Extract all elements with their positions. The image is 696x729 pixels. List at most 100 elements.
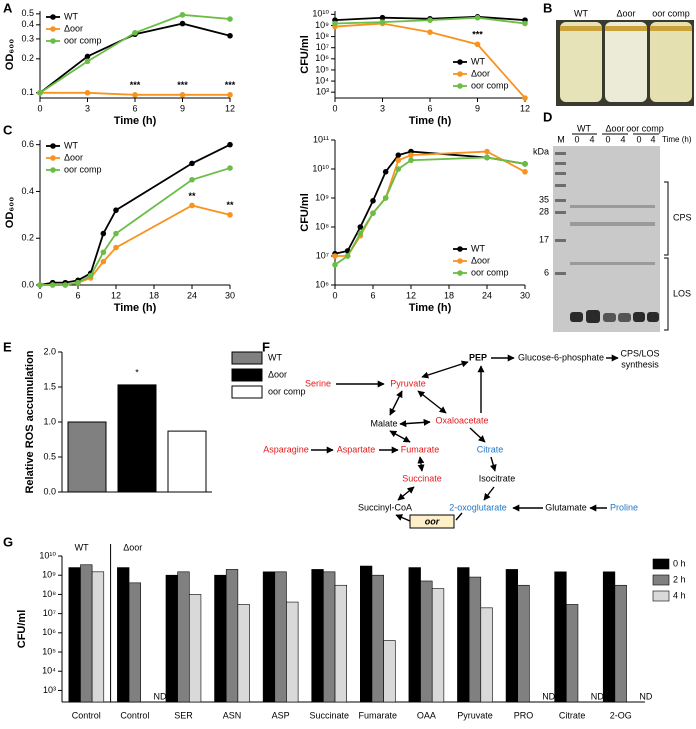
x-tick-label: 9 [475, 103, 480, 113]
point [113, 244, 119, 251]
unit-label: kDa [533, 146, 549, 156]
point [84, 58, 91, 65]
x-tick-label: 2-OG [610, 710, 632, 720]
bar [225, 569, 239, 703]
x-tick-label: 0 [332, 103, 337, 113]
series-line [40, 204, 231, 286]
bar [457, 567, 470, 703]
legend-swatch [231, 368, 263, 382]
point [100, 249, 107, 256]
node: Glutamate [545, 502, 587, 512]
bar [68, 567, 81, 703]
bar [431, 588, 445, 703]
point [84, 53, 91, 60]
time-label: 4 [589, 134, 594, 144]
bar [286, 601, 299, 703]
legend-label: 0 h [673, 558, 686, 568]
y-tick-label: 0.1 [21, 87, 34, 97]
point [332, 20, 338, 27]
tube [605, 22, 647, 102]
output: synthesis [621, 359, 659, 369]
photo-label: WT [574, 8, 588, 18]
legend-marker [50, 155, 56, 161]
node: Citrate [477, 444, 504, 454]
x-tick-label: 0 [332, 290, 337, 300]
legend-label: Δoor [268, 369, 287, 379]
bar [408, 567, 421, 703]
x-tick-label: 6 [132, 103, 137, 113]
point [522, 169, 528, 175]
point [382, 169, 389, 175]
x-tick-label: 12 [520, 103, 530, 113]
point [189, 176, 195, 183]
y-tick-label: 10¹⁰ [312, 9, 329, 19]
strain-label: Δoor [605, 123, 624, 133]
bar [214, 574, 227, 703]
enzyme-box [409, 514, 455, 529]
strain-label: oor comp [626, 123, 664, 133]
los-bands [570, 310, 659, 323]
y-tick-label: 10⁷ [316, 42, 329, 52]
point [227, 32, 233, 39]
point [75, 279, 81, 286]
y-tick-label: 0.4 [21, 186, 34, 196]
node: PEP [469, 352, 487, 362]
legend-marker [457, 59, 463, 65]
x-axis-label: Time (h) [114, 115, 157, 127]
point [474, 41, 481, 48]
y-tick-label: 0.0 [21, 279, 34, 289]
bar [117, 384, 157, 493]
y-tick-label: 10⁹ [42, 570, 56, 580]
x-tick-label: 6 [427, 103, 432, 113]
point [357, 230, 364, 237]
legend-label: WT [268, 352, 282, 362]
x-tick-label: ASN [223, 710, 242, 720]
y-tick-label: 10⁶ [315, 53, 329, 63]
annotation: *** [472, 30, 483, 40]
point [474, 14, 481, 21]
panel-label: A [3, 0, 13, 15]
legend-label: oor comp [268, 386, 306, 396]
marker-label: 35 [539, 194, 549, 204]
y-tick-label: 10⁴ [315, 75, 329, 85]
point [370, 210, 376, 216]
point [227, 141, 233, 148]
time-label: 4 [620, 134, 625, 144]
legend-label: Δoor [471, 68, 490, 78]
point [332, 253, 338, 259]
x-tick-label: 0 [37, 290, 42, 300]
x-tick-label: 24 [482, 290, 492, 300]
enzyme: oor [425, 516, 440, 526]
y-axis-label: OD₆₀₀ [4, 197, 16, 228]
y-tick-label: 10⁵ [315, 64, 329, 74]
bar [188, 594, 202, 703]
bar [262, 571, 276, 703]
x-tick-label: 9 [180, 103, 185, 113]
y-tick-label: 10³ [43, 685, 56, 695]
bar [117, 567, 130, 703]
strain-label: WT [577, 123, 591, 133]
y-tick-label: 10³ [316, 87, 329, 97]
point [395, 166, 402, 172]
legend-swatch [231, 351, 263, 365]
annotation: ND [591, 691, 604, 701]
point [189, 160, 195, 167]
legend-marker [457, 246, 463, 252]
x-axis-label: Time (h) [409, 302, 452, 314]
ladder-bands [555, 152, 566, 275]
bar [517, 584, 530, 703]
x-tick-label: PRO [514, 710, 534, 720]
time-axis-label: Time (h) [662, 135, 692, 144]
legend-swatch [652, 558, 670, 570]
point [37, 90, 43, 96]
x-tick-label: 30 [520, 290, 530, 300]
y-axis-label: CFU/ml [299, 193, 311, 232]
y-tick-label: 10⁷ [43, 608, 56, 618]
bar [165, 574, 178, 703]
point [132, 92, 138, 98]
series-line [334, 150, 526, 255]
x-tick-label: 18 [444, 290, 454, 300]
x-tick-label: 12 [111, 290, 121, 300]
legend-label: Δoor [64, 23, 83, 33]
